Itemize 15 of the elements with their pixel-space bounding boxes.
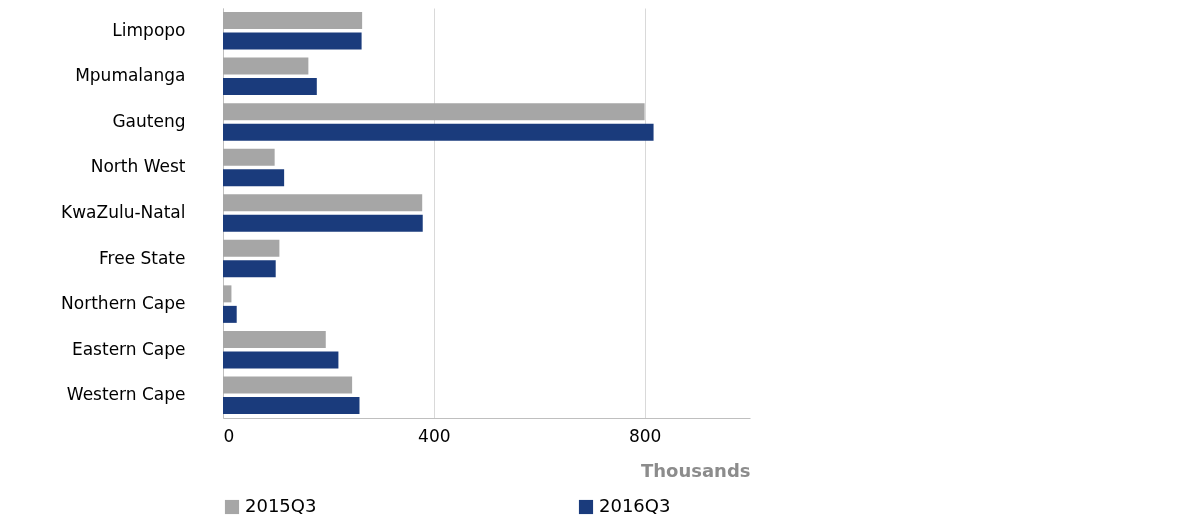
y-tick-label: KwaZulu-Natal bbox=[61, 202, 186, 222]
x-tick-label: 800 bbox=[628, 425, 662, 446]
y-tick-label: Free State bbox=[99, 247, 186, 268]
y-tick-label: Western Cape bbox=[66, 384, 186, 405]
x-axis-title: Thousands bbox=[640, 459, 751, 481]
x-tick-label: 400 bbox=[418, 425, 451, 446]
legend-label: 2016Q3 bbox=[599, 495, 671, 516]
x-tick-label: 0 bbox=[223, 425, 235, 446]
y-tick-label: Gauteng bbox=[112, 110, 186, 131]
y-tick-label: Mpumalanga bbox=[75, 65, 186, 86]
y-tick-label: Eastern Cape bbox=[71, 338, 186, 359]
y-tick-label: Limpopo bbox=[112, 19, 186, 40]
y-tick-label: North West bbox=[90, 156, 186, 177]
y-tick-label: Northern Cape bbox=[61, 293, 186, 314]
legend-label: 2015Q3 bbox=[245, 495, 317, 516]
